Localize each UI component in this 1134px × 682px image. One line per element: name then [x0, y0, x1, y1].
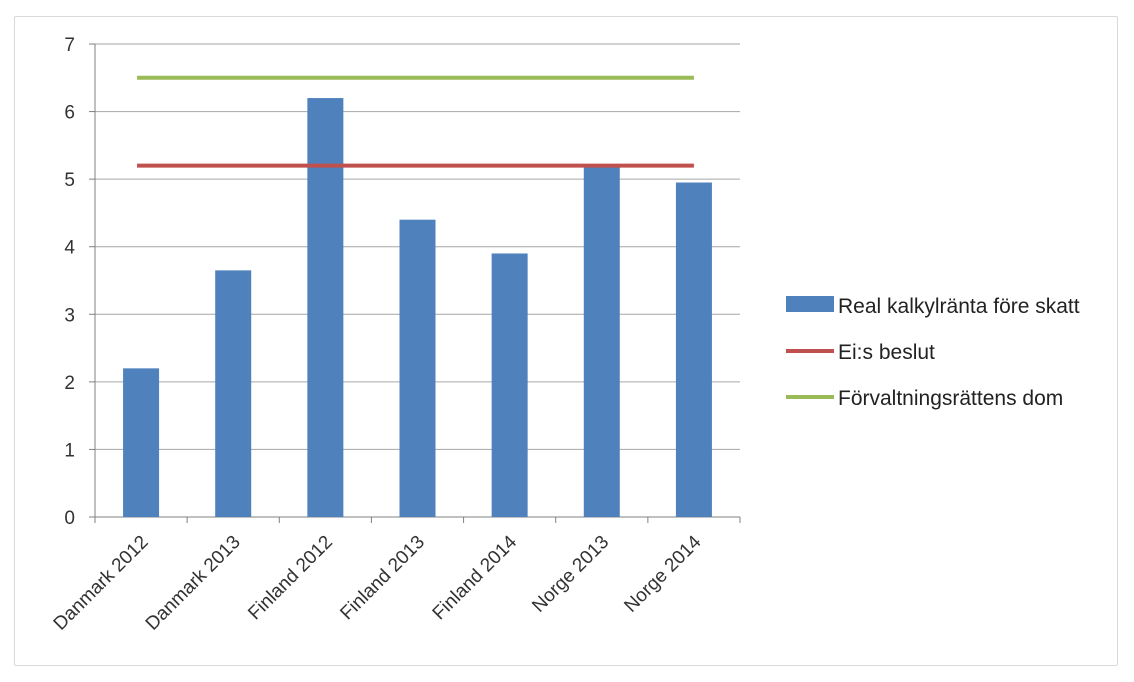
legend-label: Real kalkylränta före skatt [838, 295, 1080, 318]
x-tick-label: Norge 2014 [620, 531, 705, 616]
y-tick-labels: 0 1 2 3 4 5 6 7 [64, 35, 75, 529]
y-tick-label: 1 [64, 440, 75, 461]
bar [399, 219, 436, 517]
x-tick-label: Finland 2012 [244, 532, 337, 625]
x-tick-label: Finland 2014 [429, 531, 522, 624]
y-tick-label: 5 [64, 170, 75, 191]
legend-label: Ei:s beslut [838, 341, 935, 364]
legend-label: Förvaltningsrättens dom [838, 387, 1063, 410]
x-tick-label: Norge 2013 [528, 532, 613, 617]
y-tick-label: 2 [64, 373, 75, 394]
chart-frame [14, 16, 1118, 666]
x-tick-label: Danmark 2013 [142, 532, 245, 635]
bar [583, 165, 620, 517]
gridlines [95, 43, 740, 450]
legend: Real kalkylränta före skatt Ei:s beslut Fö… [786, 295, 1080, 410]
line-series [137, 75, 694, 168]
bar [307, 98, 344, 518]
y-tick-label: 3 [64, 305, 75, 326]
y-tick-label: 4 [64, 238, 75, 259]
legend-swatch [786, 296, 834, 312]
bar [215, 270, 252, 517]
x-tick-label: Danmark 2012 [50, 532, 153, 635]
y-tick-label: 0 [64, 508, 75, 529]
y-tick-label: 6 [64, 103, 75, 124]
x-tick-label: Finland 2013 [336, 532, 429, 625]
bar [491, 253, 528, 517]
bar-series [123, 98, 712, 518]
y-tick-label: 7 [64, 35, 75, 56]
bar [675, 182, 712, 517]
bar [123, 368, 160, 517]
